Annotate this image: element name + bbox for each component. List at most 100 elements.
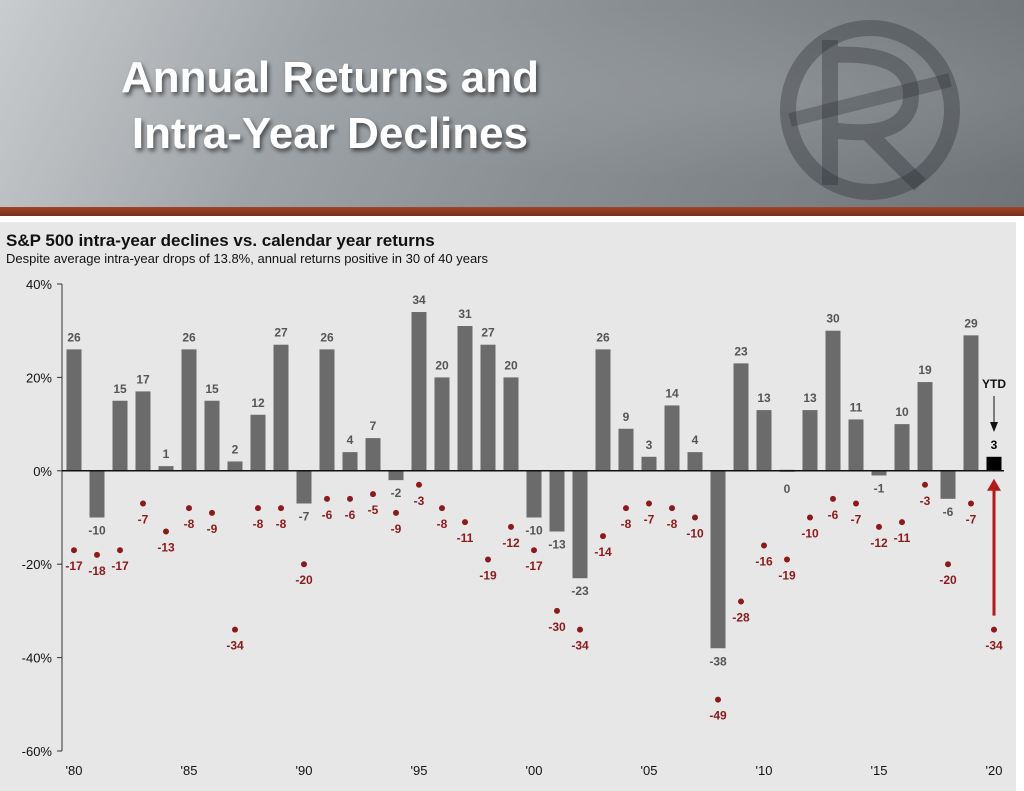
decline-label: -7 <box>644 512 655 526</box>
decline-label: -8 <box>667 517 678 531</box>
return-bar <box>871 470 887 476</box>
decline-point <box>600 533 606 540</box>
return-label: 26 <box>182 330 196 344</box>
return-bar <box>158 466 174 471</box>
return-label: 13 <box>803 391 817 405</box>
return-label: 1 <box>163 447 170 461</box>
return-label: 7 <box>370 419 377 433</box>
return-label: 20 <box>435 358 449 372</box>
x-tick-label: '05 <box>641 763 658 778</box>
return-bar <box>986 456 1002 471</box>
decline-label: -49 <box>709 709 727 723</box>
decline-label: -7 <box>966 512 977 526</box>
return-bar <box>135 391 151 471</box>
return-bar <box>434 377 450 471</box>
return-label: 15 <box>205 382 219 396</box>
return-label: 3 <box>646 438 653 452</box>
return-bar <box>89 470 105 518</box>
decline-label: -20 <box>295 573 313 587</box>
decline-point <box>830 495 836 502</box>
decline-point <box>899 519 905 526</box>
decline-point <box>669 505 675 512</box>
header-banner: Annual Returns and Intra-Year Declines <box>0 0 1024 207</box>
decline-point <box>807 514 813 521</box>
decline-point <box>140 500 146 507</box>
return-bar <box>227 461 243 471</box>
decline-point <box>508 523 514 530</box>
decline-label: -9 <box>391 522 402 536</box>
return-bar <box>250 414 266 471</box>
decline-point <box>347 495 353 502</box>
decline-point <box>232 626 238 633</box>
chart-subtitle: Despite average intra-year drops of 13.8… <box>6 251 488 266</box>
decline-label: -34 <box>571 639 589 653</box>
return-label: 4 <box>692 433 699 447</box>
return-label: -10 <box>525 524 543 538</box>
decline-point <box>393 509 399 516</box>
return-label: 27 <box>481 326 495 340</box>
return-bar <box>112 400 128 471</box>
return-label: 14 <box>665 386 679 400</box>
decline-point <box>692 514 698 521</box>
decline-point <box>209 509 215 516</box>
return-bar <box>848 419 864 471</box>
return-label: 31 <box>458 307 472 321</box>
decline-label: -3 <box>414 494 425 508</box>
decline-point <box>715 696 721 703</box>
x-tick-label: '95 <box>411 763 428 778</box>
return-bar <box>365 438 381 471</box>
return-label: 34 <box>412 293 426 307</box>
decline-label: -14 <box>594 545 612 559</box>
decline-point <box>163 528 169 535</box>
y-tick-label: -60% <box>22 744 53 759</box>
return-bar <box>802 410 818 471</box>
y-tick-label: -20% <box>22 557 53 572</box>
decline-label: -8 <box>621 517 632 531</box>
return-bar <box>572 470 588 579</box>
return-bar <box>181 349 197 471</box>
return-bar <box>66 349 82 471</box>
decline-label: -20 <box>939 573 957 587</box>
decline-label: -18 <box>88 564 106 578</box>
decline-point <box>991 626 997 633</box>
y-tick-label: 0% <box>33 464 52 479</box>
decline-point <box>623 505 629 512</box>
y-tick-label: 20% <box>26 370 52 385</box>
return-bar <box>618 428 634 471</box>
decline-point <box>554 607 560 614</box>
decline-point <box>117 547 123 554</box>
return-bar <box>204 400 220 471</box>
decline-point <box>577 626 583 633</box>
return-label: 23 <box>734 344 748 358</box>
return-label: -23 <box>571 584 589 598</box>
return-bar <box>503 377 519 471</box>
return-label: -10 <box>88 524 106 538</box>
return-bar <box>756 410 772 471</box>
decline-label: -19 <box>778 569 796 583</box>
return-bar <box>480 344 496 471</box>
return-label: 10 <box>895 405 909 419</box>
chart-title: S&P 500 intra-year declines vs. calendar… <box>6 231 435 250</box>
decline-point <box>531 547 537 554</box>
return-label: 0 <box>784 482 791 496</box>
decline-point <box>922 481 928 488</box>
return-label: 29 <box>964 316 978 330</box>
decline-label: -7 <box>138 512 149 526</box>
return-label: 26 <box>596 330 610 344</box>
decline-label: -10 <box>801 527 819 541</box>
decline-point <box>738 598 744 605</box>
return-label: 30 <box>826 312 840 326</box>
decline-label: -28 <box>732 611 750 625</box>
return-label: 20 <box>504 358 518 372</box>
banner-divider <box>0 207 1024 216</box>
return-bar <box>641 456 657 471</box>
return-label: 17 <box>136 372 150 386</box>
return-label: -1 <box>874 481 885 495</box>
return-label: -7 <box>299 509 310 523</box>
return-label: 13 <box>757 391 771 405</box>
return-bar <box>457 326 473 471</box>
decline-point <box>370 491 376 498</box>
decline-point <box>71 547 77 554</box>
return-label: 27 <box>274 326 288 340</box>
decline-label: -7 <box>851 512 862 526</box>
